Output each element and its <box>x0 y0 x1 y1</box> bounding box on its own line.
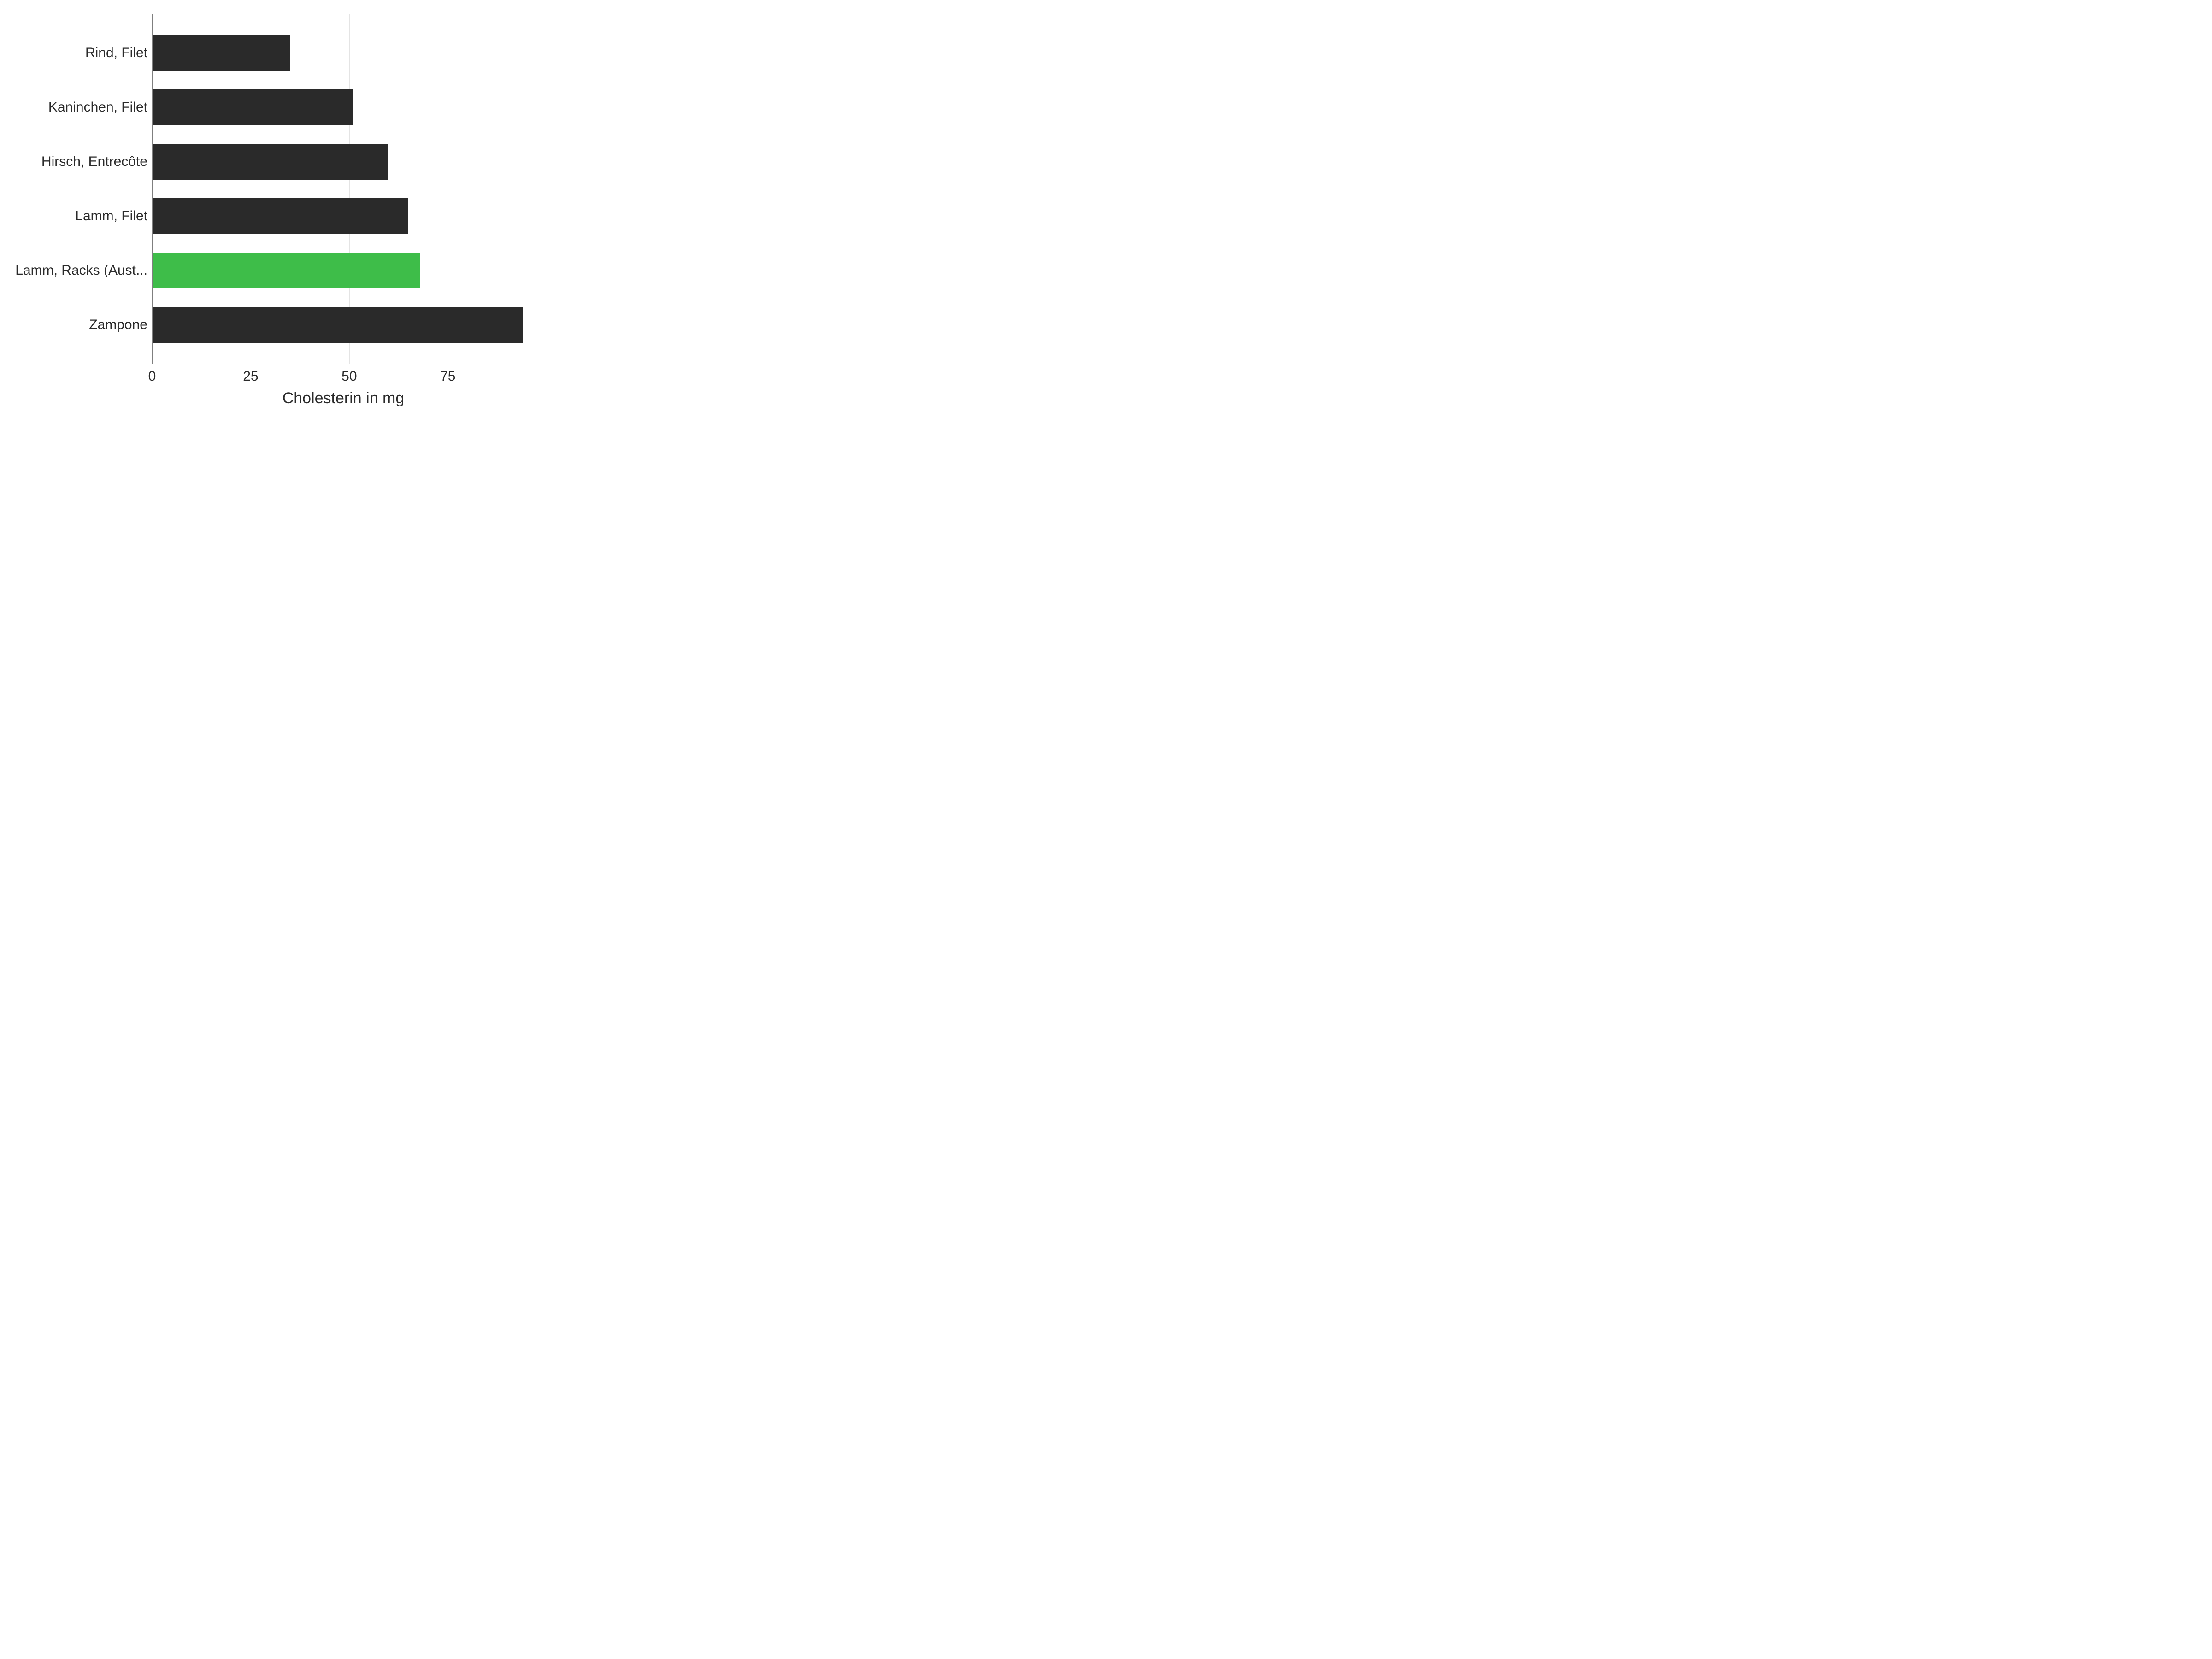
y-category-label: Zampone <box>9 307 147 343</box>
y-category-label: Kaninchen, Filet <box>9 89 147 125</box>
y-category-label: Lamm, Filet <box>9 198 147 234</box>
bar <box>152 35 290 71</box>
y-axis-line <box>152 14 153 364</box>
bar <box>152 307 523 343</box>
x-tick-label: 25 <box>243 369 258 384</box>
bar <box>152 144 388 180</box>
x-tick-label: 50 <box>341 369 357 384</box>
x-axis-title: Cholesterin in mg <box>152 389 535 407</box>
bar <box>152 253 420 288</box>
x-tick-label: 0 <box>148 369 156 384</box>
y-category-label: Rind, Filet <box>9 35 147 71</box>
plot-area <box>152 14 535 364</box>
bar <box>152 198 408 234</box>
cholesterol-bar-chart: Rind, Filet Kaninchen, Filet Hirsch, Entre… <box>0 0 553 415</box>
y-category-label: Lamm, Racks (Aust... <box>9 253 147 288</box>
y-category-label: Hirsch, Entrecôte <box>9 144 147 180</box>
x-tick-label: 75 <box>440 369 455 384</box>
bar <box>152 89 353 125</box>
